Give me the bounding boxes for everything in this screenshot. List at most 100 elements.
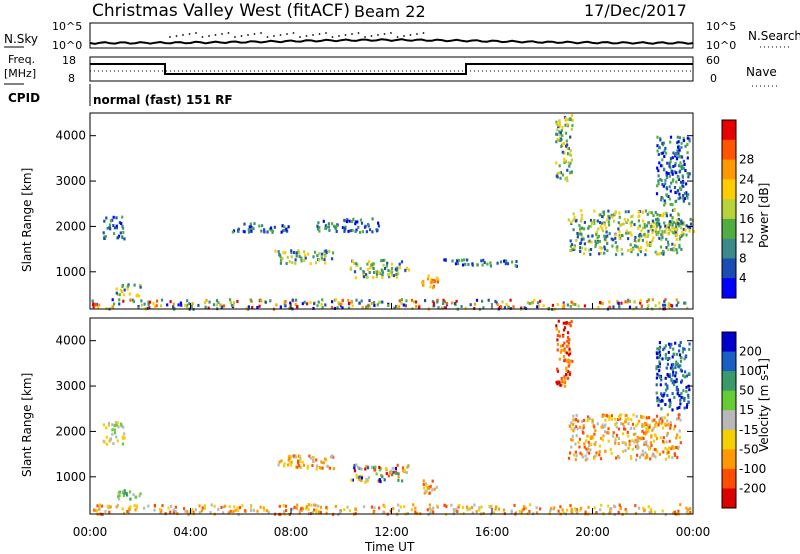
range-gate (606, 242, 609, 245)
range-gate (660, 378, 663, 382)
range-gate (483, 261, 486, 265)
range-gate (563, 326, 567, 330)
range-gate (568, 164, 571, 168)
range-gate (614, 241, 617, 244)
range-gate (664, 201, 667, 205)
range-gate (117, 497, 121, 501)
range-gate (98, 503, 102, 507)
range-gate (625, 231, 628, 235)
range-gate (373, 301, 376, 305)
nsearch-point (409, 34, 412, 36)
range-gate (671, 366, 674, 370)
range-gate (682, 389, 685, 393)
range-gate (680, 180, 683, 184)
range-gate (644, 422, 647, 425)
range-gate (647, 298, 650, 302)
range-gate (671, 392, 674, 396)
range-gate (560, 348, 563, 352)
range-gate (488, 505, 491, 508)
range-gate (655, 367, 658, 371)
colorbar-tick-label: 24 (739, 172, 754, 186)
range-gate (654, 304, 657, 308)
range-gate (115, 224, 118, 228)
range-gate (315, 467, 318, 471)
range-gate (655, 227, 658, 231)
range-gate (294, 258, 297, 262)
range-gate (671, 179, 674, 183)
range-gate (482, 258, 485, 262)
range-gate (573, 216, 576, 220)
range-gate (671, 408, 674, 412)
range-gate (683, 357, 686, 361)
range-gate (418, 306, 421, 310)
range-gate (549, 509, 552, 513)
range-gate (682, 221, 686, 225)
range-gate (266, 230, 269, 234)
range-gate (317, 300, 320, 304)
colorbar-tick-label: 200 (739, 345, 762, 359)
range-gate (406, 465, 409, 469)
range-gate (563, 328, 566, 332)
range-gate (398, 262, 401, 266)
range-gate (580, 213, 584, 217)
range-gate (579, 250, 582, 253)
range-gate (675, 446, 678, 449)
range-gate (626, 430, 629, 434)
range-gate (300, 508, 303, 512)
colorbar-swatch (722, 449, 736, 470)
range-gate (422, 486, 426, 490)
range-gate (571, 248, 574, 252)
range-gate (208, 300, 211, 304)
range-gate (634, 504, 637, 508)
echo-region (349, 258, 411, 280)
range-gate (366, 267, 369, 271)
range-gate (683, 347, 686, 351)
range-gate (261, 224, 264, 228)
range-gate (97, 305, 100, 309)
range-gate (290, 249, 293, 253)
range-gate (252, 227, 255, 231)
range-gate (428, 503, 431, 507)
range-gate (282, 229, 285, 233)
range-gate (678, 364, 681, 368)
range-gate (668, 174, 671, 178)
range-gate (362, 275, 366, 279)
range-gate (562, 334, 565, 338)
range-gate (595, 451, 598, 455)
range-gate (361, 306, 364, 309)
range-gate (630, 224, 633, 228)
range-gate (430, 277, 433, 281)
range-gate (607, 215, 610, 218)
range-gate (530, 301, 534, 305)
range-gate (627, 298, 630, 302)
range-gate (205, 298, 208, 302)
range-gate (599, 301, 602, 304)
range-gate (640, 415, 643, 419)
range-gate (657, 145, 661, 149)
range-gate (403, 505, 406, 509)
range-gate (426, 486, 429, 490)
range-gate (383, 478, 386, 482)
range-gate (455, 299, 458, 303)
range-gate (324, 254, 327, 258)
range-gate (567, 147, 570, 151)
range-gate (625, 229, 629, 233)
range-gate (538, 304, 541, 308)
range-gate (397, 472, 400, 476)
range-gate (125, 491, 128, 495)
range-gate (654, 448, 658, 452)
range-gate (243, 222, 246, 226)
range-gate (669, 157, 673, 161)
range-gate (685, 182, 688, 186)
range-gate (678, 245, 681, 249)
range-gate (588, 225, 591, 228)
range-gate (637, 439, 640, 443)
range-gate (120, 222, 123, 225)
range-gate (194, 508, 197, 512)
range-gate (641, 449, 644, 453)
range-gate (666, 384, 669, 388)
range-gate (603, 251, 606, 255)
range-gate (365, 230, 368, 234)
range-gate (572, 212, 575, 216)
range-gate (655, 391, 658, 395)
